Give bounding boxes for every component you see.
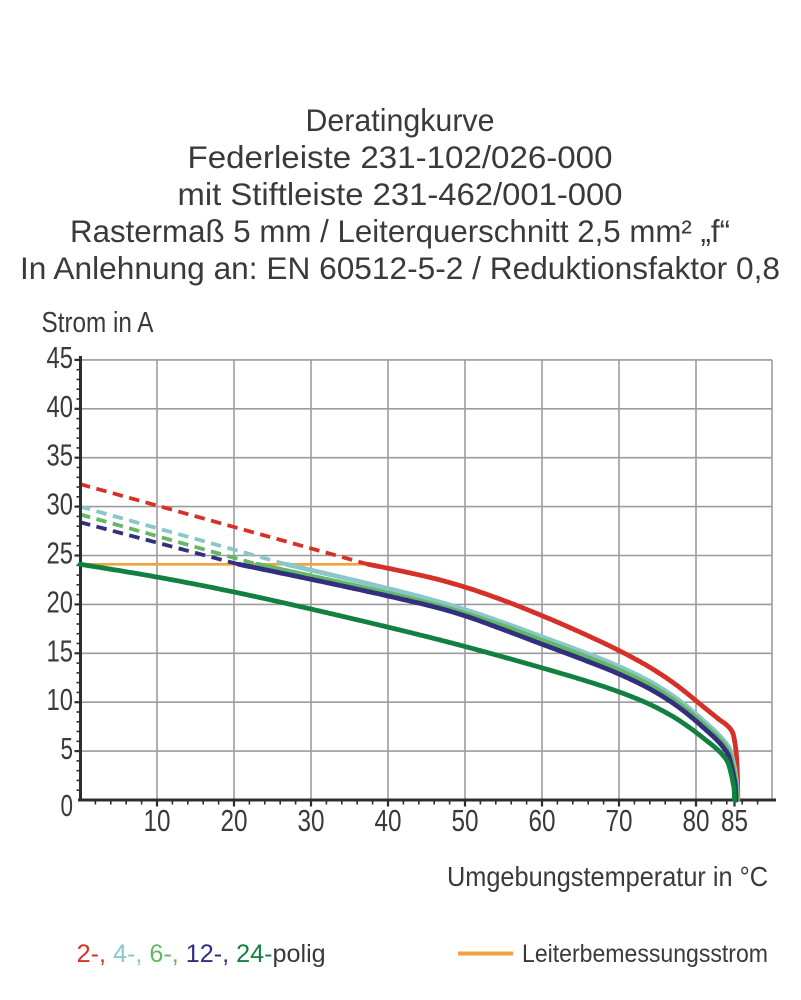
svg-text:70: 70 [606, 803, 633, 838]
svg-text:35: 35 [47, 438, 74, 473]
svg-text:80: 80 [683, 803, 710, 838]
svg-text:30: 30 [298, 803, 325, 838]
svg-text:30: 30 [47, 487, 74, 522]
svg-text:mit Stiftleiste 231-462/001-00: mit Stiftleiste 231-462/001-000 [178, 176, 623, 212]
svg-text:20: 20 [221, 803, 248, 838]
svg-text:Umgebungstemperatur in °C: Umgebungstemperatur in °C [447, 861, 768, 892]
svg-text:85: 85 [721, 803, 748, 838]
svg-text:50: 50 [452, 803, 479, 838]
svg-text:Deratingkurve: Deratingkurve [306, 102, 495, 138]
svg-text:Strom in A: Strom in A [42, 307, 155, 339]
svg-text:Rastermaß 5 mm / Leiterquersch: Rastermaß 5 mm / Leiterquerschnitt 2,5 m… [70, 213, 730, 249]
svg-text:Leiterbemessungsstrom: Leiterbemessungsstrom [522, 940, 768, 968]
svg-text:0: 0 [61, 788, 74, 823]
svg-text:Federleiste 231-102/026-000: Federleiste 231-102/026-000 [188, 139, 613, 175]
svg-text:40: 40 [375, 803, 402, 838]
svg-text:In Anlehnung an: EN 60512-5-2: In Anlehnung an: EN 60512-5-2 / Reduktio… [20, 250, 780, 286]
svg-text:2-, 4-, 6-, 12-, 24-polig: 2-, 4-, 6-, 12-, 24-polig [77, 940, 326, 968]
svg-text:40: 40 [47, 389, 74, 424]
svg-text:60: 60 [529, 803, 556, 838]
svg-text:10: 10 [47, 682, 74, 717]
svg-text:20: 20 [47, 584, 74, 619]
svg-text:45: 45 [47, 340, 74, 375]
svg-text:25: 25 [47, 536, 74, 571]
svg-text:5: 5 [61, 731, 74, 766]
svg-text:15: 15 [47, 633, 74, 668]
svg-text:10: 10 [144, 803, 171, 838]
